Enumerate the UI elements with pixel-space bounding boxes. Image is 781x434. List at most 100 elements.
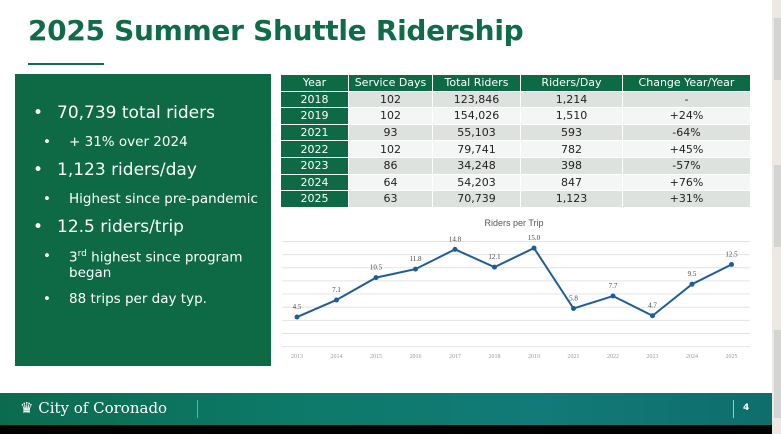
table-cell: - [622,90,751,109]
table-cell: +76% [622,173,751,192]
table-cell: 2018 [280,90,349,109]
table-cell: 154,026 [432,107,521,125]
data-label: 14.8 [449,235,462,243]
slide-title: 2025 Summer Shuttle Ridership [28,14,524,47]
bullet-text: 88 trips per day typ. [69,291,207,308]
footer-banner: ♛ City of Coronado 4 [0,393,772,425]
table-cell: 847 [520,173,623,192]
bullet-item: + 31% over 2024 [29,133,261,151]
slide-thumbnail[interactable] [774,18,781,80]
superscript: rd [77,248,87,259]
x-tick-label: 2023 [647,354,659,360]
data-point [413,266,418,272]
table-cell: 34,248 [432,156,521,175]
bullet-item: 3rd highest since program began [29,249,261,282]
table-cell: +45% [622,140,751,158]
data-label: 15.0 [528,234,541,242]
data-point [334,297,339,303]
table-row: 2023 86 34,248 398 -57% [280,156,751,175]
data-label: 11.8 [410,255,422,263]
table-cell: 1,510 [520,107,623,125]
logo-text: City of Coronado [38,399,168,417]
x-tick-label: 2021 [568,354,580,360]
data-point [373,275,379,281]
data-label: 4.7 [648,302,657,310]
data-point [452,246,458,252]
table-row: 2018 102 123,846 1,214- [280,90,751,109]
table-cell: 86 [348,156,433,175]
data-point [650,313,655,319]
data-label: 7.7 [609,282,618,290]
table-cell: 54,203 [432,173,521,192]
table-cell: -64% [622,123,751,142]
table-cell: 782 [520,140,623,158]
x-tick-label: 2018 [489,354,501,360]
bullet-text: + 31% over 2024 [69,133,188,150]
table-cell: 398 [520,156,623,175]
table-cell: 123,846 [432,90,521,109]
data-point [729,261,734,267]
table-cell: 2022 [280,140,349,158]
x-tick-label: 2015 [370,354,382,360]
data-label: 12.1 [488,253,501,261]
table-cell: -57% [622,156,751,175]
bullet-item: Highest since pre-pandemic [29,190,261,208]
x-tick-label: 2017 [449,354,461,360]
side-panel [772,0,781,434]
data-label: 4.5 [293,303,302,311]
chart-title: Riders per Trip [484,218,543,228]
bullet-text: 1,123 riders/day [57,160,197,181]
data-point [689,281,695,287]
riders-per-trip-chart: Riders per Trip 4.5 2013 7.1 2014 10.5 2015 11.… [282,218,750,360]
ridership-table: Year Service Days Total Riders Riders/Day Ch… [280,74,751,208]
column-header: Riders/Day [520,74,623,92]
x-tick-label: 2022 [607,354,619,360]
table-cell: 70,739 [432,190,521,208]
slide-thumbnail[interactable] [774,165,781,247]
bullet-text: 70,739 total riders [57,103,215,123]
table-cell: 2019 [280,107,349,125]
x-tick-label: 2025 [726,354,738,360]
city-logo: ♛ City of Coronado [20,399,167,417]
data-point [531,245,537,251]
x-tick-label: 2014 [331,354,343,360]
data-point [492,264,497,270]
table-cell: 2025 [280,190,349,208]
data-label: 7.1 [332,286,341,294]
series-line [296,246,732,318]
table-cell: 93 [348,123,433,142]
x-tick-label: 2024 [686,354,698,360]
bullet-item: 1,123 riders/day [29,160,261,181]
data-label: 5.8 [569,295,578,303]
slide: 2025 Summer Shuttle Ridership 70,739 tot… [0,0,772,425]
x-tick-label: 2019 [528,354,540,360]
slide-thumbnail[interactable] [774,330,781,418]
table-row: 2025 63 70,739 1,123 +31% [280,190,751,208]
table-cell: +31% [622,190,751,208]
title-underline [28,63,104,65]
table-row: 2024 64 54,203 847 +76% [280,173,751,192]
bullet-text: 12.5 riders/trip [57,217,184,238]
bullet-text: highest since program began [69,249,243,281]
bullet-text: Highest since pre-pandemic [69,190,258,207]
table-cell: 2021 [280,123,349,142]
table-row: 2022 102 79,741 782 +45% [280,140,751,158]
highlights-panel: 70,739 total riders + 31% over 2024 1,123 … [15,74,271,366]
table-row: 2019 102 154,026 1,510 +24% [280,107,751,125]
table-cell: 63 [348,190,433,208]
crown-icon: ♛ [20,399,34,417]
table-cell: 1,214 [520,90,623,109]
table-cell: 64 [348,173,433,192]
data-point [294,314,300,320]
divider [733,400,734,418]
divider [197,400,198,418]
data-label: 12.5 [725,250,738,258]
table-cell: 102 [348,140,433,158]
data-label: 9.5 [688,270,697,278]
data-point [610,293,616,299]
column-header: Service Days [348,74,433,92]
bullet-item: 70,739 total riders [29,103,261,124]
table-cell: 1,123 [520,190,623,208]
column-header: Year [280,74,349,92]
page-number: 4 [743,403,750,413]
